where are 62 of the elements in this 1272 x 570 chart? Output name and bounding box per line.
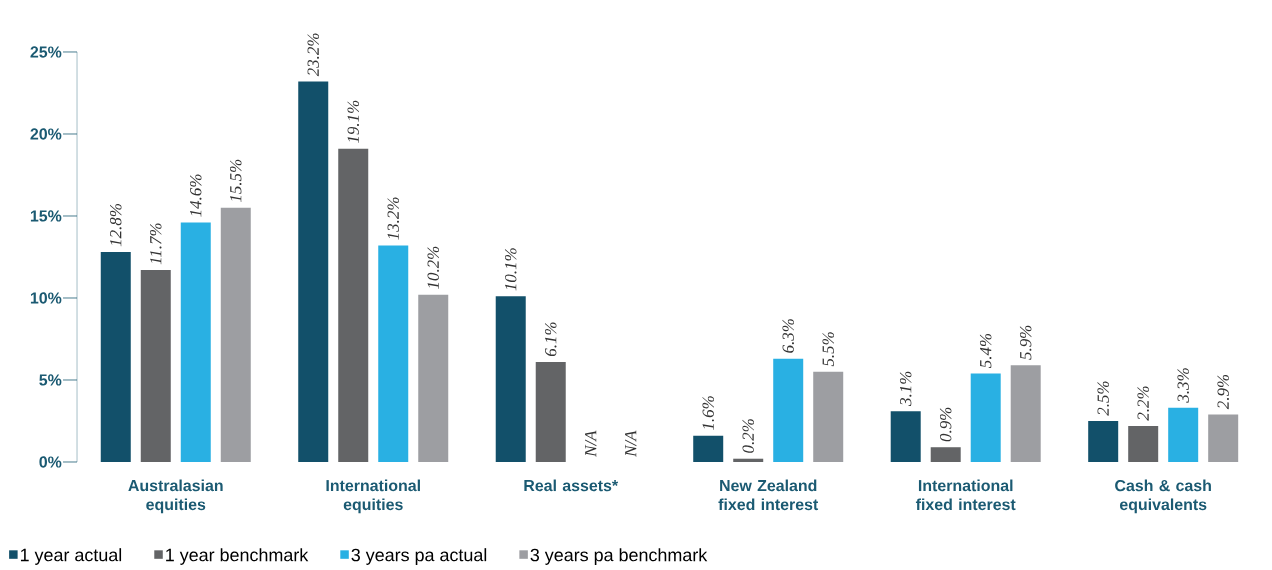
legend-label: 3 years pa benchmark — [530, 548, 708, 565]
data-label: 13.2% — [387, 197, 399, 240]
bar — [180, 222, 211, 462]
bar — [970, 373, 1001, 462]
x-tick-label: New Zealand fixed interest — [718, 479, 819, 511]
x-tick-label: Cash & cash equivalents — [1115, 479, 1211, 514]
data-label: 10.2% — [427, 246, 439, 289]
data-label: 5.5% — [822, 332, 834, 367]
data-label: 2.5% — [1097, 381, 1109, 416]
bar — [298, 81, 329, 462]
bar — [1208, 414, 1239, 462]
data-label: 15.5% — [230, 159, 242, 202]
y-tick-label: 10% — [30, 292, 62, 304]
data-label: 19.1% — [347, 100, 359, 143]
bar — [418, 294, 449, 462]
bar — [773, 358, 804, 462]
data-label: 3.3% — [1177, 368, 1189, 403]
data-label: 5.9% — [1019, 325, 1032, 360]
y-tick-label: 0% — [39, 456, 62, 468]
bar — [733, 458, 764, 462]
bar — [1010, 365, 1041, 462]
bar — [495, 296, 526, 462]
bar — [813, 371, 844, 462]
legend-label: 3 years pa actual — [351, 548, 487, 565]
bar — [535, 361, 566, 462]
data-label: 5.4% — [979, 333, 992, 368]
data-label: 2.2% — [1137, 386, 1149, 421]
y-tick-label: 20% — [30, 128, 62, 140]
data-label: 14.6% — [190, 174, 202, 217]
bar — [100, 252, 131, 462]
bar — [140, 270, 171, 462]
bar — [890, 411, 921, 462]
bar — [1168, 407, 1199, 462]
data-label: 10.1% — [504, 248, 517, 291]
legend-label: 1 year actual — [20, 548, 122, 565]
bar — [1128, 425, 1159, 462]
text: N/A — [625, 430, 637, 457]
bar — [378, 245, 409, 462]
bar — [930, 447, 961, 462]
y-tick-label: 15% — [30, 210, 62, 222]
bar — [338, 148, 369, 462]
x-tick-label: Real assets* — [524, 479, 619, 492]
data-label: 23.2% — [307, 33, 319, 77]
bar — [693, 435, 724, 462]
data-label: 0.2% — [742, 419, 754, 453]
text: N/A — [585, 430, 597, 457]
data-label: 11.7% — [150, 223, 162, 265]
data-label: 1.6% — [702, 396, 714, 430]
bar — [1088, 420, 1119, 462]
x-tick-label: International fixed interest — [915, 479, 1016, 511]
data-label: 6.1% — [544, 322, 557, 357]
y-tick-label: 25% — [30, 46, 62, 58]
data-label: 2.9% — [1217, 374, 1229, 410]
x-tick-label: Australasian equities — [128, 479, 223, 514]
data-label: 12.8% — [110, 204, 122, 247]
data-label: 6.3% — [782, 319, 794, 353]
y-tick-label: 5% — [39, 374, 62, 386]
data-label: 3.1% — [899, 371, 912, 406]
legend-label: 1 year benchmark — [166, 548, 309, 565]
x-tick-label: International equities — [326, 479, 420, 514]
bar — [220, 207, 251, 462]
data-label: 0.9% — [939, 407, 952, 442]
